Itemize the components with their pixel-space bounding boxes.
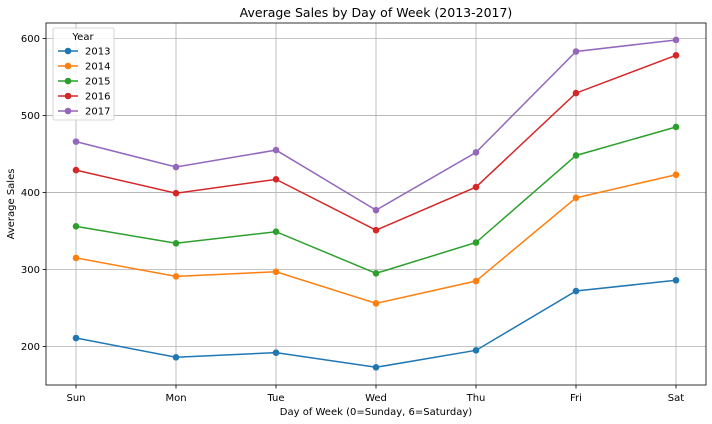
legend-item: 2015: [58, 77, 110, 88]
data-point: [272, 228, 280, 236]
legend-items: 2013 2014 2015 2016 2017: [58, 47, 110, 118]
data-point: [472, 149, 480, 156]
legend: Year 2013 2014 2015 2016 2017: [52, 27, 115, 121]
data-point: [172, 273, 180, 280]
data-point: [72, 138, 80, 145]
legend-label: 2017: [85, 107, 110, 118]
data-point: [572, 89, 580, 97]
data-point: [372, 270, 380, 277]
x-tick-label: Wed: [365, 393, 387, 404]
legend-item: 2016: [58, 92, 110, 103]
legend-item: 2014: [58, 62, 110, 73]
y-tick-label: 200: [21, 342, 40, 353]
x-tick-label: Thu: [466, 393, 486, 404]
data-point: [172, 239, 180, 247]
data-point: [372, 300, 380, 307]
data-point: [472, 239, 480, 246]
x-tick-label: Mon: [165, 393, 186, 404]
data-point: [172, 189, 180, 197]
data-point: [372, 363, 380, 371]
data-point: [72, 166, 80, 174]
legend-label: 2013: [85, 47, 110, 58]
x-tick-label: Sun: [66, 393, 85, 404]
data-point: [672, 276, 680, 284]
legend-title: Year: [71, 32, 94, 43]
series-2014: [72, 171, 680, 307]
data-point: [672, 171, 680, 179]
legend-item: 2013: [58, 47, 110, 58]
x-gridlines: [75, 23, 677, 385]
data-point: [672, 36, 680, 44]
data-point: [572, 152, 580, 159]
legend-label: 2014: [85, 62, 110, 73]
data-point: [72, 254, 80, 262]
x-tick-label: Tue: [266, 393, 284, 404]
legend-item: 2017: [58, 107, 110, 118]
y-axis-ticks: 200 300 400 500 600: [21, 34, 46, 353]
data-point: [272, 176, 280, 183]
data-point: [372, 206, 380, 214]
series-2013: [72, 276, 680, 371]
series-2017: [72, 36, 680, 214]
data-point: [172, 353, 180, 361]
data-point: [572, 194, 580, 202]
y-tick-label: 300: [21, 265, 40, 276]
data-point: [272, 146, 280, 154]
x-tick-label: Fri: [570, 393, 582, 404]
data-point: [272, 349, 280, 356]
data-point: [572, 287, 580, 295]
series-2016: [72, 52, 680, 234]
plot-frame: [45, 22, 707, 386]
data-point: [572, 48, 580, 55]
x-tick-label: Sat: [668, 393, 684, 404]
series-group: [72, 36, 680, 371]
data-point: [672, 123, 680, 131]
y-axis-label: Average Sales: [6, 169, 17, 240]
y-tick-label: 600: [21, 34, 40, 45]
legend-swatch-marker: [64, 92, 72, 100]
legend-swatch-marker: [64, 47, 72, 55]
data-point: [72, 334, 80, 342]
series-2015: [72, 123, 680, 277]
data-point: [472, 347, 480, 354]
legend-label: 2016: [85, 92, 110, 103]
data-point: [372, 226, 380, 234]
legend-swatch-marker: [64, 107, 72, 115]
data-point: [472, 183, 480, 191]
legend-swatch-marker: [64, 62, 72, 70]
y-tick-label: 500: [21, 111, 40, 122]
data-point: [272, 268, 280, 276]
x-axis-label: Day of Week (0=Sunday, 6=Saturday): [280, 407, 473, 418]
data-point: [72, 223, 80, 230]
x-axis-ticks: Sun Mon Tue Wed Thu Fri Sat: [66, 385, 684, 404]
data-point: [672, 52, 680, 59]
legend-swatch-marker: [64, 77, 72, 85]
y-tick-label: 400: [21, 188, 40, 199]
data-point: [472, 277, 480, 285]
chart-title: Average Sales by Day of Week (2013-2017): [240, 5, 513, 20]
data-point: [172, 163, 180, 171]
legend-label: 2015: [85, 77, 110, 88]
